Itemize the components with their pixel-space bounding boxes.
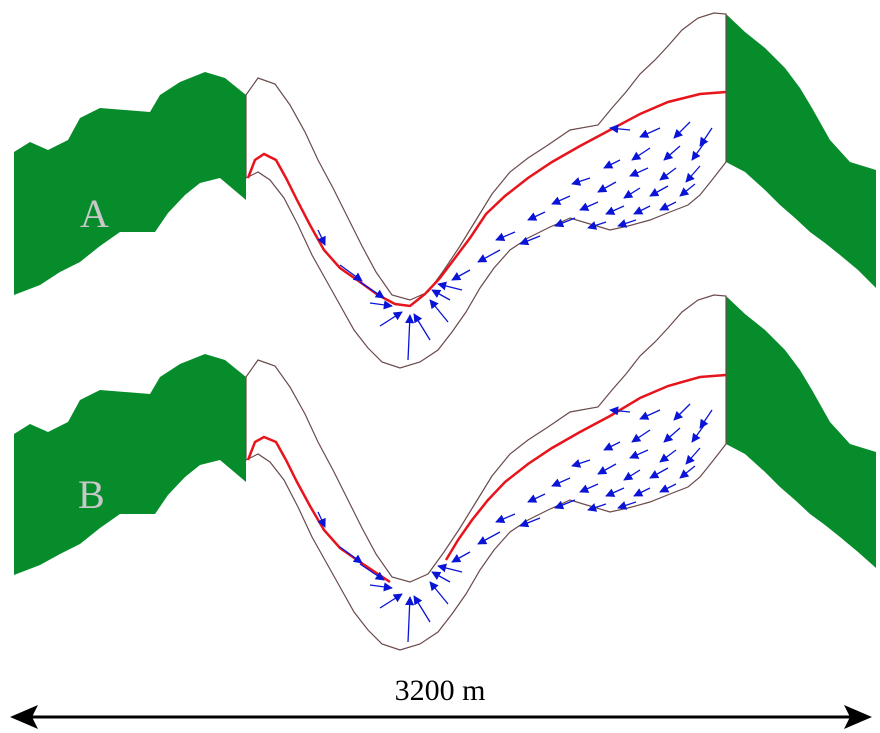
panel-b-flow-arrow bbox=[431, 571, 451, 583]
panel-label-a: A bbox=[80, 191, 109, 236]
panel-b-flow-arrow bbox=[639, 409, 661, 420]
panel-b-flow-arrow bbox=[699, 409, 713, 429]
water-table-b-left bbox=[246, 435, 391, 584]
panel-a-flow-arrow bbox=[451, 269, 471, 281]
panel-a-flow-arrow bbox=[623, 187, 641, 199]
arrowhead-left-icon bbox=[10, 705, 38, 729]
panel-b-flow-arrow bbox=[519, 517, 541, 528]
panel-a-flow-arrow bbox=[359, 281, 385, 299]
panel-b-flow-arrow bbox=[597, 463, 617, 475]
terrain-left-a bbox=[14, 72, 246, 295]
panel-b-flow-arrow bbox=[609, 406, 631, 416]
panel-a-flow-arrow bbox=[571, 177, 591, 186]
panel-b-flow-arrow bbox=[679, 465, 696, 479]
panel-a-flow-arrow bbox=[617, 219, 637, 228]
panel-b-flow-arrow bbox=[623, 469, 641, 481]
panel-a-flow-arrow bbox=[609, 124, 631, 134]
panel-a-flow-arrow bbox=[579, 201, 599, 211]
aquifer-outline-b bbox=[245, 294, 727, 651]
panel-b-flow-arrow bbox=[659, 449, 677, 463]
panel-b-flow-arrow bbox=[605, 487, 625, 497]
panel-b-flow-arrow bbox=[631, 429, 651, 443]
panel-b-flow-arrow bbox=[617, 501, 637, 510]
panel-b-flow-arrow bbox=[369, 582, 393, 592]
terrain-right-b bbox=[726, 296, 876, 568]
terrain-left-b bbox=[14, 354, 246, 575]
panel-a-flow-arrow bbox=[369, 300, 393, 310]
panel-a-flow-arrow bbox=[413, 313, 431, 341]
panel-b-flow-arrow bbox=[691, 423, 706, 443]
panel-b-flow-arrow bbox=[413, 595, 431, 623]
panel-a-flow-arrow bbox=[339, 264, 363, 282]
panel-a-flow-arrow bbox=[659, 201, 677, 211]
panel-a-flow-arrow bbox=[633, 205, 651, 215]
panel-a-flow-arrow bbox=[379, 311, 403, 327]
panel-a-flow-arrow bbox=[437, 281, 463, 291]
panel-b-flow-arrow bbox=[405, 596, 415, 643]
panel-b-flow-arrow bbox=[649, 467, 669, 479]
panel-b-flow-arrow bbox=[359, 563, 385, 581]
panel-b-flow-arrow bbox=[685, 447, 701, 465]
panel-b-flow-arrow bbox=[659, 483, 677, 493]
panel-a-flow-arrow bbox=[663, 145, 681, 161]
panel-a-flow-arrow bbox=[519, 235, 541, 246]
panel-b-flow-arrow bbox=[437, 563, 463, 573]
water-table-a bbox=[246, 90, 727, 308]
panel-a-flow-arrow bbox=[679, 183, 696, 197]
panel-b-flow-arrow bbox=[317, 511, 326, 528]
panel-b-flow-arrow bbox=[673, 403, 691, 421]
panel-a-flow-arrow bbox=[685, 165, 701, 183]
panel-b-flow-arrow bbox=[663, 427, 681, 443]
panel-a-flow-arrow bbox=[554, 217, 576, 228]
panel-b-flow-arrow bbox=[579, 483, 599, 493]
panel-a-flow-arrow bbox=[699, 127, 713, 147]
panel-b-flow-arrow bbox=[451, 551, 471, 563]
panel-a-flow-arrow bbox=[495, 231, 516, 242]
panel-a-flow-arrow bbox=[631, 147, 651, 161]
panel-a-flow-arrow bbox=[429, 299, 449, 323]
panel-a-flow-arrow bbox=[691, 141, 706, 161]
terrain-right-a bbox=[726, 14, 876, 288]
panel-a-flow-arrow bbox=[477, 249, 501, 263]
panel-b-flow-arrow bbox=[629, 449, 649, 459]
scale-bar: 3200 m bbox=[10, 674, 872, 729]
panel-a-flow-arrow bbox=[639, 127, 661, 138]
water-table-b-right bbox=[444, 373, 727, 561]
panel-a-flow-arrow bbox=[605, 205, 625, 215]
panel-a-flow-arrow bbox=[629, 167, 649, 177]
panel-b-flow-arrow bbox=[339, 546, 363, 564]
arrowhead-right-icon bbox=[844, 705, 872, 729]
panel-b-flow-arrow bbox=[429, 581, 449, 605]
panel-b-flow-arrow bbox=[554, 499, 576, 510]
panel-a-flow-arrow bbox=[649, 185, 669, 197]
panel-b-flow-arrow bbox=[633, 487, 651, 497]
panel-a-flow-arrow bbox=[317, 229, 326, 246]
panel-a-flow-arrow bbox=[527, 211, 546, 221]
panel-b-flow-arrow bbox=[527, 493, 546, 503]
panel-b-flow-arrow bbox=[551, 477, 571, 487]
panel-a-flow-arrow bbox=[603, 159, 621, 169]
panel-a-flow-arrow bbox=[597, 181, 617, 193]
panel-a: A bbox=[14, 12, 876, 369]
panel-b-flow-arrow bbox=[477, 531, 501, 545]
panel-b-flow-arrow bbox=[379, 593, 403, 609]
panel-b-flow-arrow bbox=[571, 459, 591, 468]
panel-b-flow-arrow bbox=[603, 441, 621, 451]
panel-b-flow-arrow bbox=[495, 513, 516, 524]
panel-b-flow-arrow bbox=[587, 503, 607, 512]
panel-a-flow-arrow bbox=[431, 289, 451, 301]
aquifer-outline-a bbox=[245, 12, 727, 369]
panel-b: B bbox=[14, 294, 876, 651]
panel-a-flow-arrow bbox=[673, 121, 691, 139]
scale-bar-label: 3200 m bbox=[395, 674, 486, 707]
panel-label-b: B bbox=[78, 472, 105, 517]
panel-a-flow-arrow bbox=[659, 167, 677, 181]
panel-a-flow-arrow bbox=[587, 221, 607, 230]
panel-a-flow-arrow bbox=[405, 314, 415, 361]
flow-arrows bbox=[317, 121, 713, 643]
panel-a-flow-arrow bbox=[551, 195, 571, 205]
